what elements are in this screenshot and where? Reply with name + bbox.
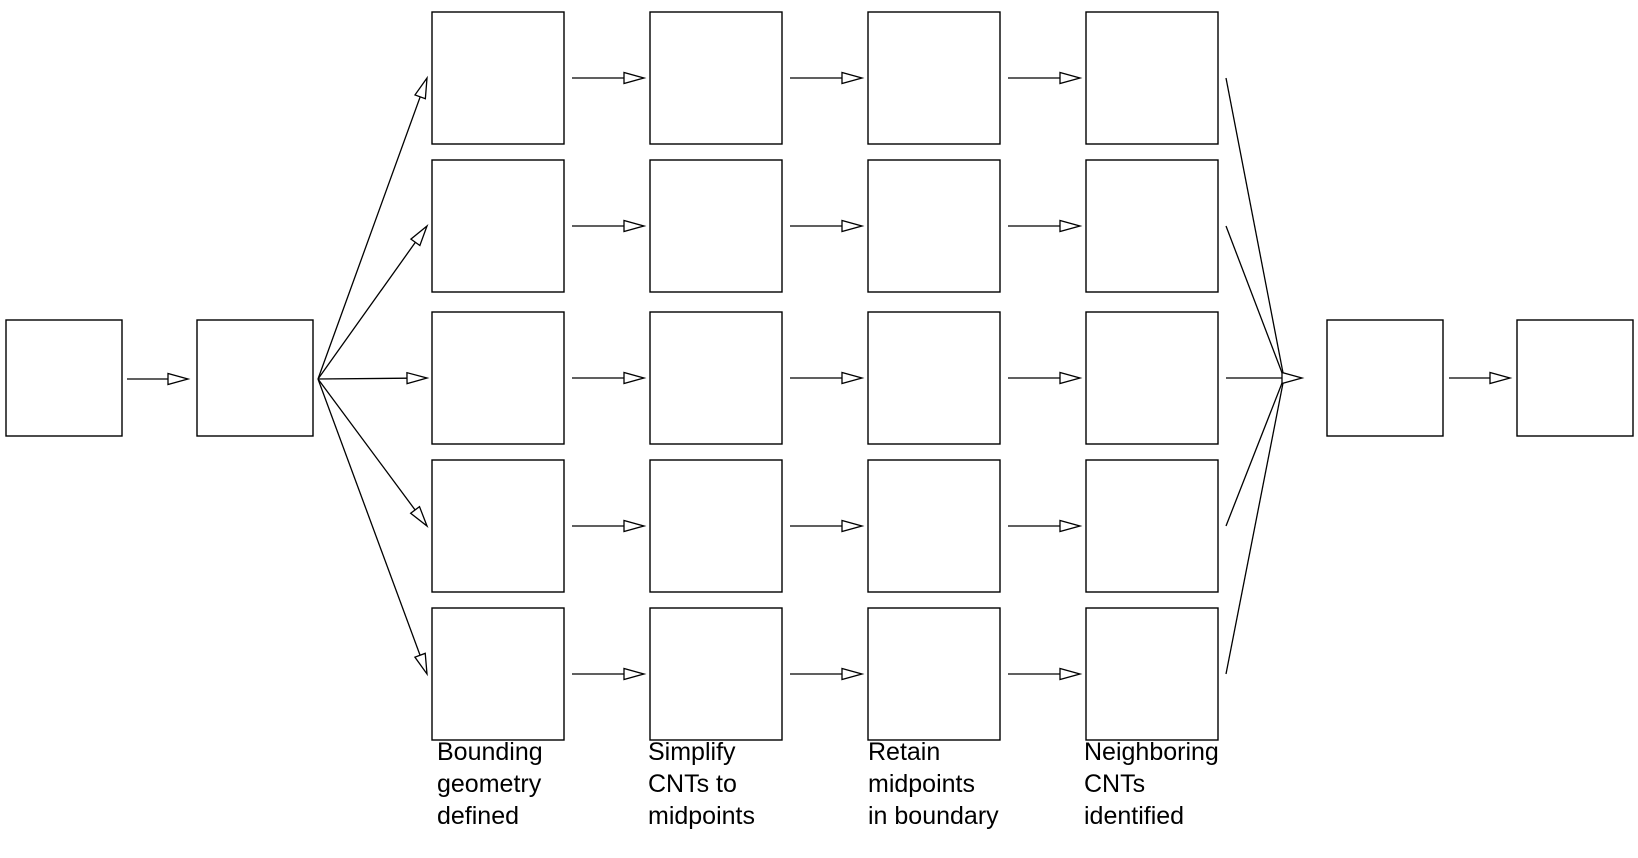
panel-frame [1085,311,1219,445]
panel-circle-neighbors [1085,459,1219,593]
panel-circle-midpoints [649,459,783,593]
arrow-fan-out-band [317,371,430,385]
panel-square-bounding [431,11,565,145]
panel-rectangle-neighbors [1085,607,1219,741]
arrow-fan-out-square [317,75,428,380]
arrow-fan-out-capsule [317,224,429,380]
panel-clustered-network [1516,319,1634,437]
panel-frame [649,159,783,293]
arrow-circle-to-midpoints [572,519,647,533]
arrow-circle-to-neighbors [1008,519,1083,533]
caption-simplify-midpoints: Simplify CNTs to midpoints [648,738,755,830]
arrow-rectangle-to-retained [790,667,865,681]
panel-frame [196,319,314,437]
panel-circle-retained [867,459,1001,593]
panel-frame [431,311,565,445]
panel-frame [867,459,1001,593]
panel-square-neighbors [1085,11,1219,145]
panel-frame [649,607,783,741]
arrow-circle-to-retained [790,519,865,533]
arrow-band-to-neighbors [1008,371,1083,385]
arrow-to-clusters [1449,371,1513,385]
panel-frame [649,11,783,145]
panel-capsule-retained [867,159,1001,293]
panel-frame [431,459,565,593]
panel-frame [1326,319,1444,437]
fan-in-line-circle [1225,377,1285,527]
fan-in-line-rectangle [1225,377,1285,675]
caption-bounding-geometry: Bounding geometry defined [437,738,543,830]
arrow-square-to-retained [790,71,865,85]
panel-frame [649,459,783,593]
arrow-band-to-retained [790,371,865,385]
panel-frame [867,159,1001,293]
arrow-rectangle-to-neighbors [1008,667,1083,681]
arrow-band-to-midpoints [572,371,647,385]
arrow-square-to-midpoints [572,71,647,85]
panel-frame [431,607,565,741]
panel-capsule-bounding [431,159,565,293]
panel-band-retained [867,311,1001,445]
panel-band-neighbors [1085,311,1219,445]
panel-band-bounding [431,311,565,445]
arrow-fan-in-head [1281,371,1305,385]
arrow-fan-out-circle [317,378,429,528]
panel-frame [1085,159,1219,293]
panel-merged-neighbors [1326,319,1444,437]
arrow-capsule-to-neighbors [1008,219,1083,233]
panel-frame [1085,607,1219,741]
panel-capsule-midpoints [649,159,783,293]
panel-square-retained [867,11,1001,145]
panel-frame [867,11,1001,145]
panel-circle-bounding [431,459,565,593]
caption-neighbors-identified: Neighboring CNTs identified [1084,738,1219,830]
panel-input-network [5,319,123,437]
arrow-input-to-red [127,372,191,386]
arrow-rectangle-to-midpoints [572,667,647,681]
panel-frame [431,11,565,145]
fan-in-line-capsule [1225,225,1285,379]
caption-retain-midpoints: Retain midpoints in boundary [868,738,999,830]
panel-rectangle-retained [867,607,1001,741]
fan-in-line-square [1225,77,1285,379]
panel-frame [867,607,1001,741]
panel-rectangle-midpoints [649,607,783,741]
panel-frame [1085,11,1219,145]
panel-band-midpoints [649,311,783,445]
panel-network-target [196,319,314,437]
panel-frame [5,319,123,437]
panel-frame [1516,319,1634,437]
panel-frame [649,311,783,445]
panel-capsule-neighbors [1085,159,1219,293]
arrow-capsule-to-retained [790,219,865,233]
arrow-capsule-to-midpoints [572,219,647,233]
arrow-square-to-neighbors [1008,71,1083,85]
panel-square-midpoints [649,11,783,145]
panel-rectangle-bounding [431,607,565,741]
arrow-fan-out-rectangle [317,378,428,677]
panel-frame [1085,459,1219,593]
panel-frame [867,311,1001,445]
panel-frame [431,159,565,293]
